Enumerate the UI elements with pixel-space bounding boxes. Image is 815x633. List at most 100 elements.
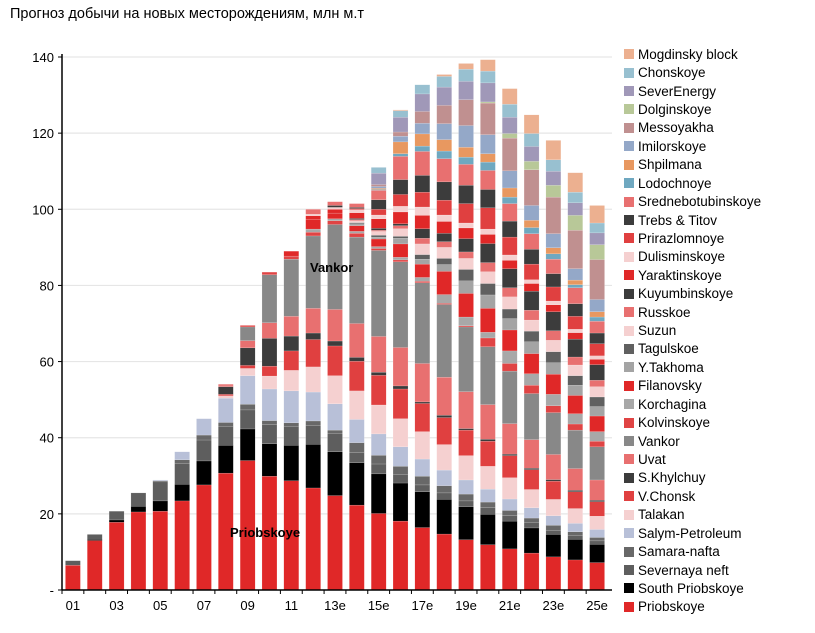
bar-segment-v-chonsk	[414, 403, 431, 432]
bar-segment-uvat	[436, 377, 452, 416]
legend-swatch	[624, 362, 634, 373]
bar-segment-korchagina	[414, 277, 431, 282]
bar-segment-trebs-titov	[414, 175, 431, 193]
bar-segment-dolginskoye	[567, 215, 583, 231]
bar-segment-kuyumbinskoye	[480, 243, 496, 263]
bar-segment-imilorskoye	[502, 170, 518, 189]
legend-swatch	[624, 454, 634, 465]
bar-segment-salym-petroleum	[567, 523, 583, 532]
bar-segment-kolvinskoye	[567, 423, 583, 431]
bar-segment-severnaya-neft	[239, 409, 256, 430]
legend-item: Trebs & Titov	[624, 211, 761, 229]
bar-segment-uvat	[349, 323, 365, 358]
bar-segment-russkoe	[436, 241, 452, 248]
bar-segment-v-chonsk	[436, 417, 452, 445]
bar-segment-severnaya-neft	[130, 492, 147, 507]
bar-segment-samara-nafta	[196, 434, 212, 441]
legend-label: Dolginskoye	[638, 101, 712, 117]
bar-segment-shpilmana	[502, 187, 518, 198]
legend-label: Korchagina	[638, 396, 707, 412]
x-tick-label: 21e	[499, 598, 521, 613]
bar-segment-y-takhoma	[349, 223, 365, 226]
bar-segment-messoyakha	[480, 102, 496, 135]
bar-segment-y-takhoma	[392, 238, 409, 245]
legend-swatch	[624, 491, 634, 502]
bar-segment-mogdinsky-block	[567, 172, 583, 193]
legend-swatch	[624, 601, 634, 612]
annotation-priobskoye: Priobskoye	[230, 525, 301, 540]
bar-segment-korchagina	[567, 413, 583, 425]
legend-swatch	[624, 215, 634, 225]
bar-segment-kolvinskoye	[523, 385, 540, 394]
x-tick-label: 25e	[586, 598, 608, 613]
legend-swatch	[624, 196, 634, 207]
bar-segment-s-khylchuy	[261, 338, 278, 367]
bar-segment-dulisminskoye	[523, 279, 540, 284]
bar-segment-russkoe	[349, 219, 365, 221]
bar-segment-dulisminskoye	[480, 228, 496, 235]
bar-segment-russkoe	[523, 310, 540, 321]
bar-segment-imilorskoye	[436, 123, 452, 140]
bar-segment-dulisminskoye	[371, 214, 387, 219]
bar-segment-srednebotubinskoye	[327, 201, 343, 206]
bar-segment-s-khylchuy	[239, 347, 256, 366]
bar-segment-samara-nafta	[414, 476, 431, 486]
bar-segment-chonskoye	[371, 167, 387, 174]
bar-segment-south-priobskoye	[436, 499, 452, 535]
bar-segment-samara-nafta	[458, 493, 474, 502]
legend-label: Kuyumbinskoye	[638, 286, 734, 302]
bar-segment-salym-petroleum	[261, 388, 278, 421]
bar-segment-kolvinskoye	[283, 255, 299, 260]
legend-item: Dolginskoye	[624, 100, 761, 118]
x-tick-label: 05	[153, 598, 167, 613]
bar-segment-shpilmana	[392, 141, 409, 154]
bar-segment-talakan	[239, 368, 256, 376]
bar-segment-kuyumbinskoye	[371, 228, 387, 231]
bar-segment-shpilmana	[371, 188, 387, 190]
bar-segment-salym-petroleum	[218, 397, 234, 423]
y-tick-label: 40	[40, 431, 54, 446]
bar-segment-severnaya-neft	[261, 424, 278, 444]
bar-segment-dulisminskoye	[436, 214, 452, 222]
bar-segment-south-priobskoye	[567, 539, 583, 561]
bar-segment-kolvinskoye	[261, 271, 278, 275]
bar-segment-vankor	[349, 236, 365, 324]
bar-segment-south-priobskoye	[239, 428, 256, 461]
bar-segment-salym-petroleum	[305, 391, 321, 422]
bar-segment-korchagina	[589, 431, 605, 442]
bar-segment-korchagina	[436, 294, 452, 304]
bar-segment-dulisminskoye	[567, 329, 583, 333]
bar-segment-imilorskoye	[523, 205, 540, 221]
bar-segment-south-priobskoye	[349, 462, 365, 506]
bar-segment-kolvinskoye	[589, 440, 605, 448]
bar-segment-v-chonsk	[589, 501, 605, 517]
bar-segment-chonskoye	[436, 76, 452, 88]
bar-segment-prirazlomnoye	[392, 194, 409, 207]
bar-segment-priobskoye	[327, 495, 343, 591]
bar-segment-uvat	[327, 309, 343, 342]
bar-segment-samara-nafta	[218, 422, 234, 427]
bar-segment-s-khylchuy	[480, 439, 496, 442]
legend-label: Suzun	[638, 323, 677, 339]
bar-segment-kolvinskoye	[327, 220, 343, 225]
legend-item: Kolvinskoye	[624, 413, 761, 431]
bar-segment-lodochnoye	[523, 227, 540, 234]
y-tick-label: 80	[40, 278, 54, 293]
bar-segment-y-takhoma	[458, 280, 474, 294]
bar-segment-filanovsky	[283, 251, 299, 257]
legend-item: South Priobskoye	[624, 579, 761, 597]
bar-segment-filanovsky	[480, 308, 496, 333]
bar-segment-samara-nafta	[545, 525, 562, 531]
bar-segment-trebs-titov	[480, 189, 496, 208]
bar-segment-dolginskoye	[589, 244, 605, 260]
bar-segment-mogdinsky-block	[545, 140, 562, 160]
bar-segment-yaraktinskoye	[327, 209, 343, 214]
bar-segment-s-khylchuy	[327, 340, 343, 347]
bar-segment-y-takhoma	[480, 294, 496, 309]
bar-segment-dolginskoye	[480, 101, 496, 104]
bar-segment-priobskoye	[130, 511, 147, 591]
bar-segment-s-khylchuy	[502, 453, 518, 456]
legend-swatch	[624, 141, 634, 152]
legend-item: Shpilmana	[624, 156, 761, 174]
bar-segment-russkoe	[458, 251, 474, 259]
